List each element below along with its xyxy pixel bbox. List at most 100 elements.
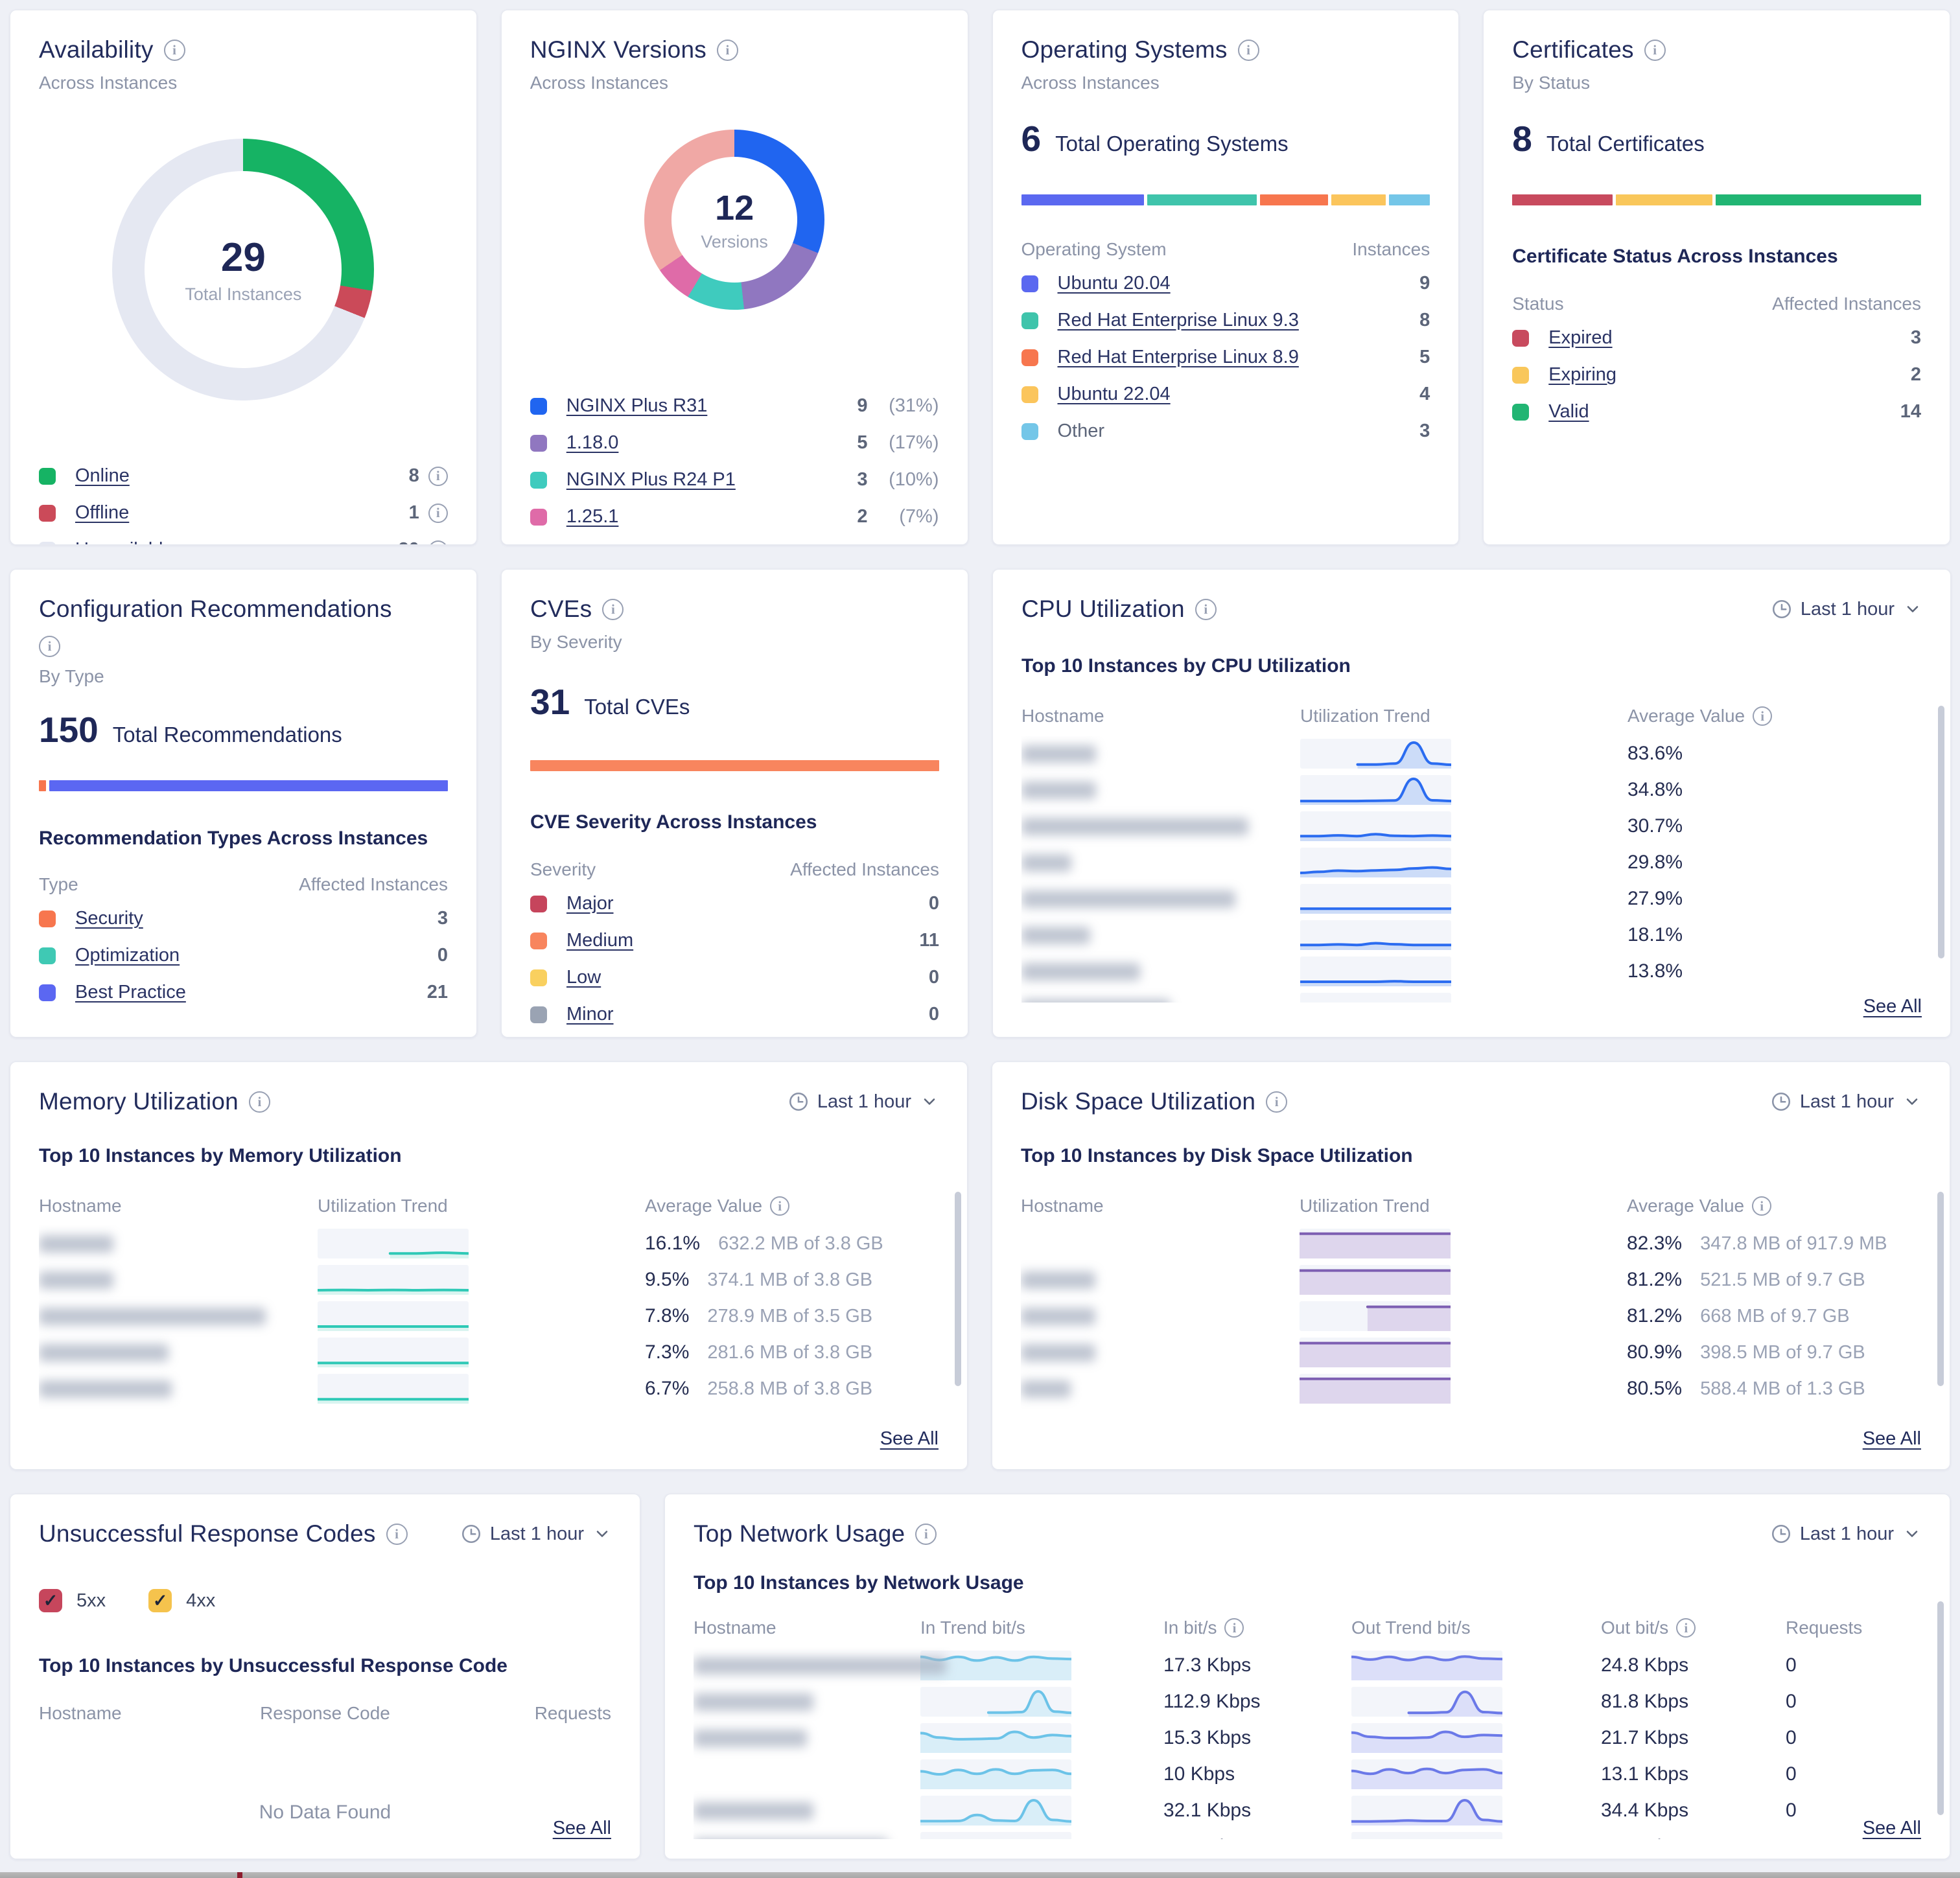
network-table-row: 15.3 Kbps 21.7 Kbps 0: [694, 1720, 1921, 1756]
nginx-versions-donut-chart[interactable]: 12 Versions: [644, 130, 825, 310]
hostname-cell[interactable]: [39, 1307, 318, 1325]
legend-item-1-18-0[interactable]: 1.18.0: [566, 432, 619, 453]
hostname-cell[interactable]: [39, 1271, 318, 1289]
legend-item-low[interactable]: Low: [566, 967, 601, 988]
info-icon[interactable]: i: [39, 636, 60, 657]
legend-color-chip: [1021, 386, 1038, 403]
legend-item-best-practice[interactable]: Best Practice: [75, 982, 186, 1003]
hostname-cell[interactable]: [1021, 745, 1300, 763]
legend-count: 8: [408, 465, 419, 486]
info-icon[interactable]: i: [770, 1196, 790, 1216]
hostname-cell[interactable]: [39, 1380, 318, 1398]
checkbox-4xx[interactable]: ✓: [148, 1589, 172, 1612]
hostname-redacted: [1021, 781, 1096, 799]
info-icon[interactable]: i: [163, 39, 185, 61]
sparkline-chart: [1298, 1338, 1452, 1367]
info-icon[interactable]: i: [248, 1091, 270, 1113]
time-range-dropdown[interactable]: Last 1 hour: [460, 1523, 611, 1545]
legend-item-ubuntu-20-04[interactable]: Ubuntu 20.04: [1057, 273, 1171, 294]
info-icon[interactable]: i: [1676, 1618, 1696, 1638]
vertical-scrollbar[interactable]: [955, 1192, 961, 1386]
vertical-scrollbar[interactable]: [1938, 706, 1944, 958]
hostname-cell[interactable]: [1021, 1271, 1300, 1289]
info-icon[interactable]: i: [1753, 706, 1773, 726]
legend-item-red-hat-enterprise-linux-9-3[interactable]: Red Hat Enterprise Linux 9.3: [1057, 310, 1299, 330]
legend-item-1-25-1[interactable]: 1.25.1: [566, 506, 619, 527]
info-icon[interactable]: i: [1224, 1618, 1244, 1638]
hostname-cell[interactable]: [1021, 1343, 1300, 1362]
hostname-cell[interactable]: [694, 1838, 920, 1839]
card-title: Memory Utilization: [39, 1088, 239, 1115]
legend-item-red-hat-enterprise-linux-8-9[interactable]: Red Hat Enterprise Linux 8.9: [1057, 347, 1299, 367]
hostname-cell[interactable]: [1021, 1380, 1300, 1398]
hostname-cell[interactable]: [694, 1656, 946, 1675]
legend-item-offline[interactable]: Offline: [75, 502, 130, 523]
info-icon[interactable]: i: [915, 1523, 937, 1545]
hostname-cell[interactable]: [1021, 926, 1300, 944]
see-all-link[interactable]: See All: [1862, 1818, 1921, 1838]
legend-item-online[interactable]: Online: [75, 465, 130, 486]
info-icon[interactable]: i: [428, 540, 448, 544]
vertical-scrollbar[interactable]: [1937, 1601, 1944, 1815]
checkbox-5xx[interactable]: ✓: [39, 1589, 62, 1612]
hostname-cell[interactable]: [39, 1235, 318, 1253]
legend-item-ubuntu-22-04[interactable]: Ubuntu 22.04: [1057, 384, 1171, 404]
legend-item-medium[interactable]: Medium: [566, 930, 634, 951]
hostname-cell[interactable]: [694, 1693, 920, 1711]
time-range-dropdown[interactable]: Last 1 hour: [1770, 1523, 1921, 1545]
legend-item-minor[interactable]: Minor: [566, 1004, 614, 1025]
legend-item-nginx-plus-r31[interactable]: NGINX Plus R31: [566, 395, 708, 416]
network-table-row: 32.1 Kbps 34.4 Kbps 0: [694, 1792, 1921, 1829]
info-icon[interactable]: i: [1752, 1196, 1772, 1216]
hostname-redacted: [1021, 1343, 1095, 1362]
out-sparkline-chart: [1350, 1723, 1504, 1753]
info-icon[interactable]: i: [1266, 1091, 1288, 1113]
legend-item-valid[interactable]: Valid: [1548, 401, 1589, 422]
hostname-cell[interactable]: [1021, 890, 1300, 908]
card-title: Disk Space Utilization: [1021, 1088, 1256, 1115]
vertical-scrollbar[interactable]: [1937, 1192, 1944, 1386]
hostname-cell[interactable]: [1021, 781, 1300, 799]
hostname-cell[interactable]: [694, 1729, 920, 1747]
hostname-cell[interactable]: [694, 1802, 920, 1820]
time-range-dropdown[interactable]: Last 1 hour: [1771, 598, 1922, 620]
hostname-cell[interactable]: [1021, 1307, 1300, 1325]
legend-row: Other 10(35%): [530, 535, 939, 544]
average-value-cell: 16.1% 632.2 MB of 3.8 GB: [645, 1233, 883, 1254]
see-all-link[interactable]: See All: [552, 1818, 611, 1838]
column-header: In Trend bit/s: [920, 1617, 1025, 1638]
hostname-cell[interactable]: [1021, 962, 1300, 980]
legend-item-unavailable[interactable]: Unavailable: [75, 539, 174, 544]
legend-item-expired[interactable]: Expired: [1548, 327, 1613, 348]
utilization-trend-cell: [316, 1338, 645, 1367]
donut-total: 29: [220, 235, 266, 280]
legend-item-nginx-plus-r24-p1[interactable]: NGINX Plus R24 P1: [566, 469, 736, 490]
info-icon[interactable]: i: [716, 39, 738, 61]
hostname-cell[interactable]: [1021, 999, 1300, 1003]
legend-item-optimization[interactable]: Optimization: [75, 945, 180, 966]
info-icon[interactable]: i: [386, 1523, 408, 1545]
info-icon[interactable]: i: [1237, 39, 1259, 61]
info-icon[interactable]: i: [428, 466, 448, 486]
hostname-cell[interactable]: [1021, 817, 1300, 835]
see-all-link[interactable]: See All: [1862, 1428, 1921, 1449]
availability-donut-chart[interactable]: 29 Total Instances: [112, 139, 375, 400]
info-icon[interactable]: i: [1644, 39, 1666, 61]
legend-item-expiring[interactable]: Expiring: [1548, 364, 1617, 385]
info-icon[interactable]: i: [602, 598, 624, 620]
time-range-dropdown[interactable]: Last 1 hour: [1770, 1091, 1921, 1113]
see-all-link[interactable]: See All: [880, 1428, 939, 1449]
legend-row: Optimization 0: [39, 937, 448, 974]
legend-percent: (35%): [868, 543, 939, 544]
memory-utilization-card: Memory Utilization i Last 1 hour Top 10 …: [10, 1061, 968, 1470]
legend-item-security[interactable]: Security: [75, 908, 143, 929]
legend-item-major[interactable]: Major: [566, 893, 614, 914]
info-icon[interactable]: i: [428, 503, 448, 523]
horizontal-scrollbar[interactable]: [0, 1872, 1960, 1878]
info-icon[interactable]: i: [1195, 598, 1217, 620]
hostname-cell[interactable]: [1021, 853, 1300, 872]
time-range-dropdown[interactable]: Last 1 hour: [788, 1091, 939, 1113]
average-value-cell: 83.6%: [1628, 743, 1683, 764]
hostname-cell[interactable]: [39, 1343, 318, 1362]
see-all-link[interactable]: See All: [1863, 996, 1922, 1017]
